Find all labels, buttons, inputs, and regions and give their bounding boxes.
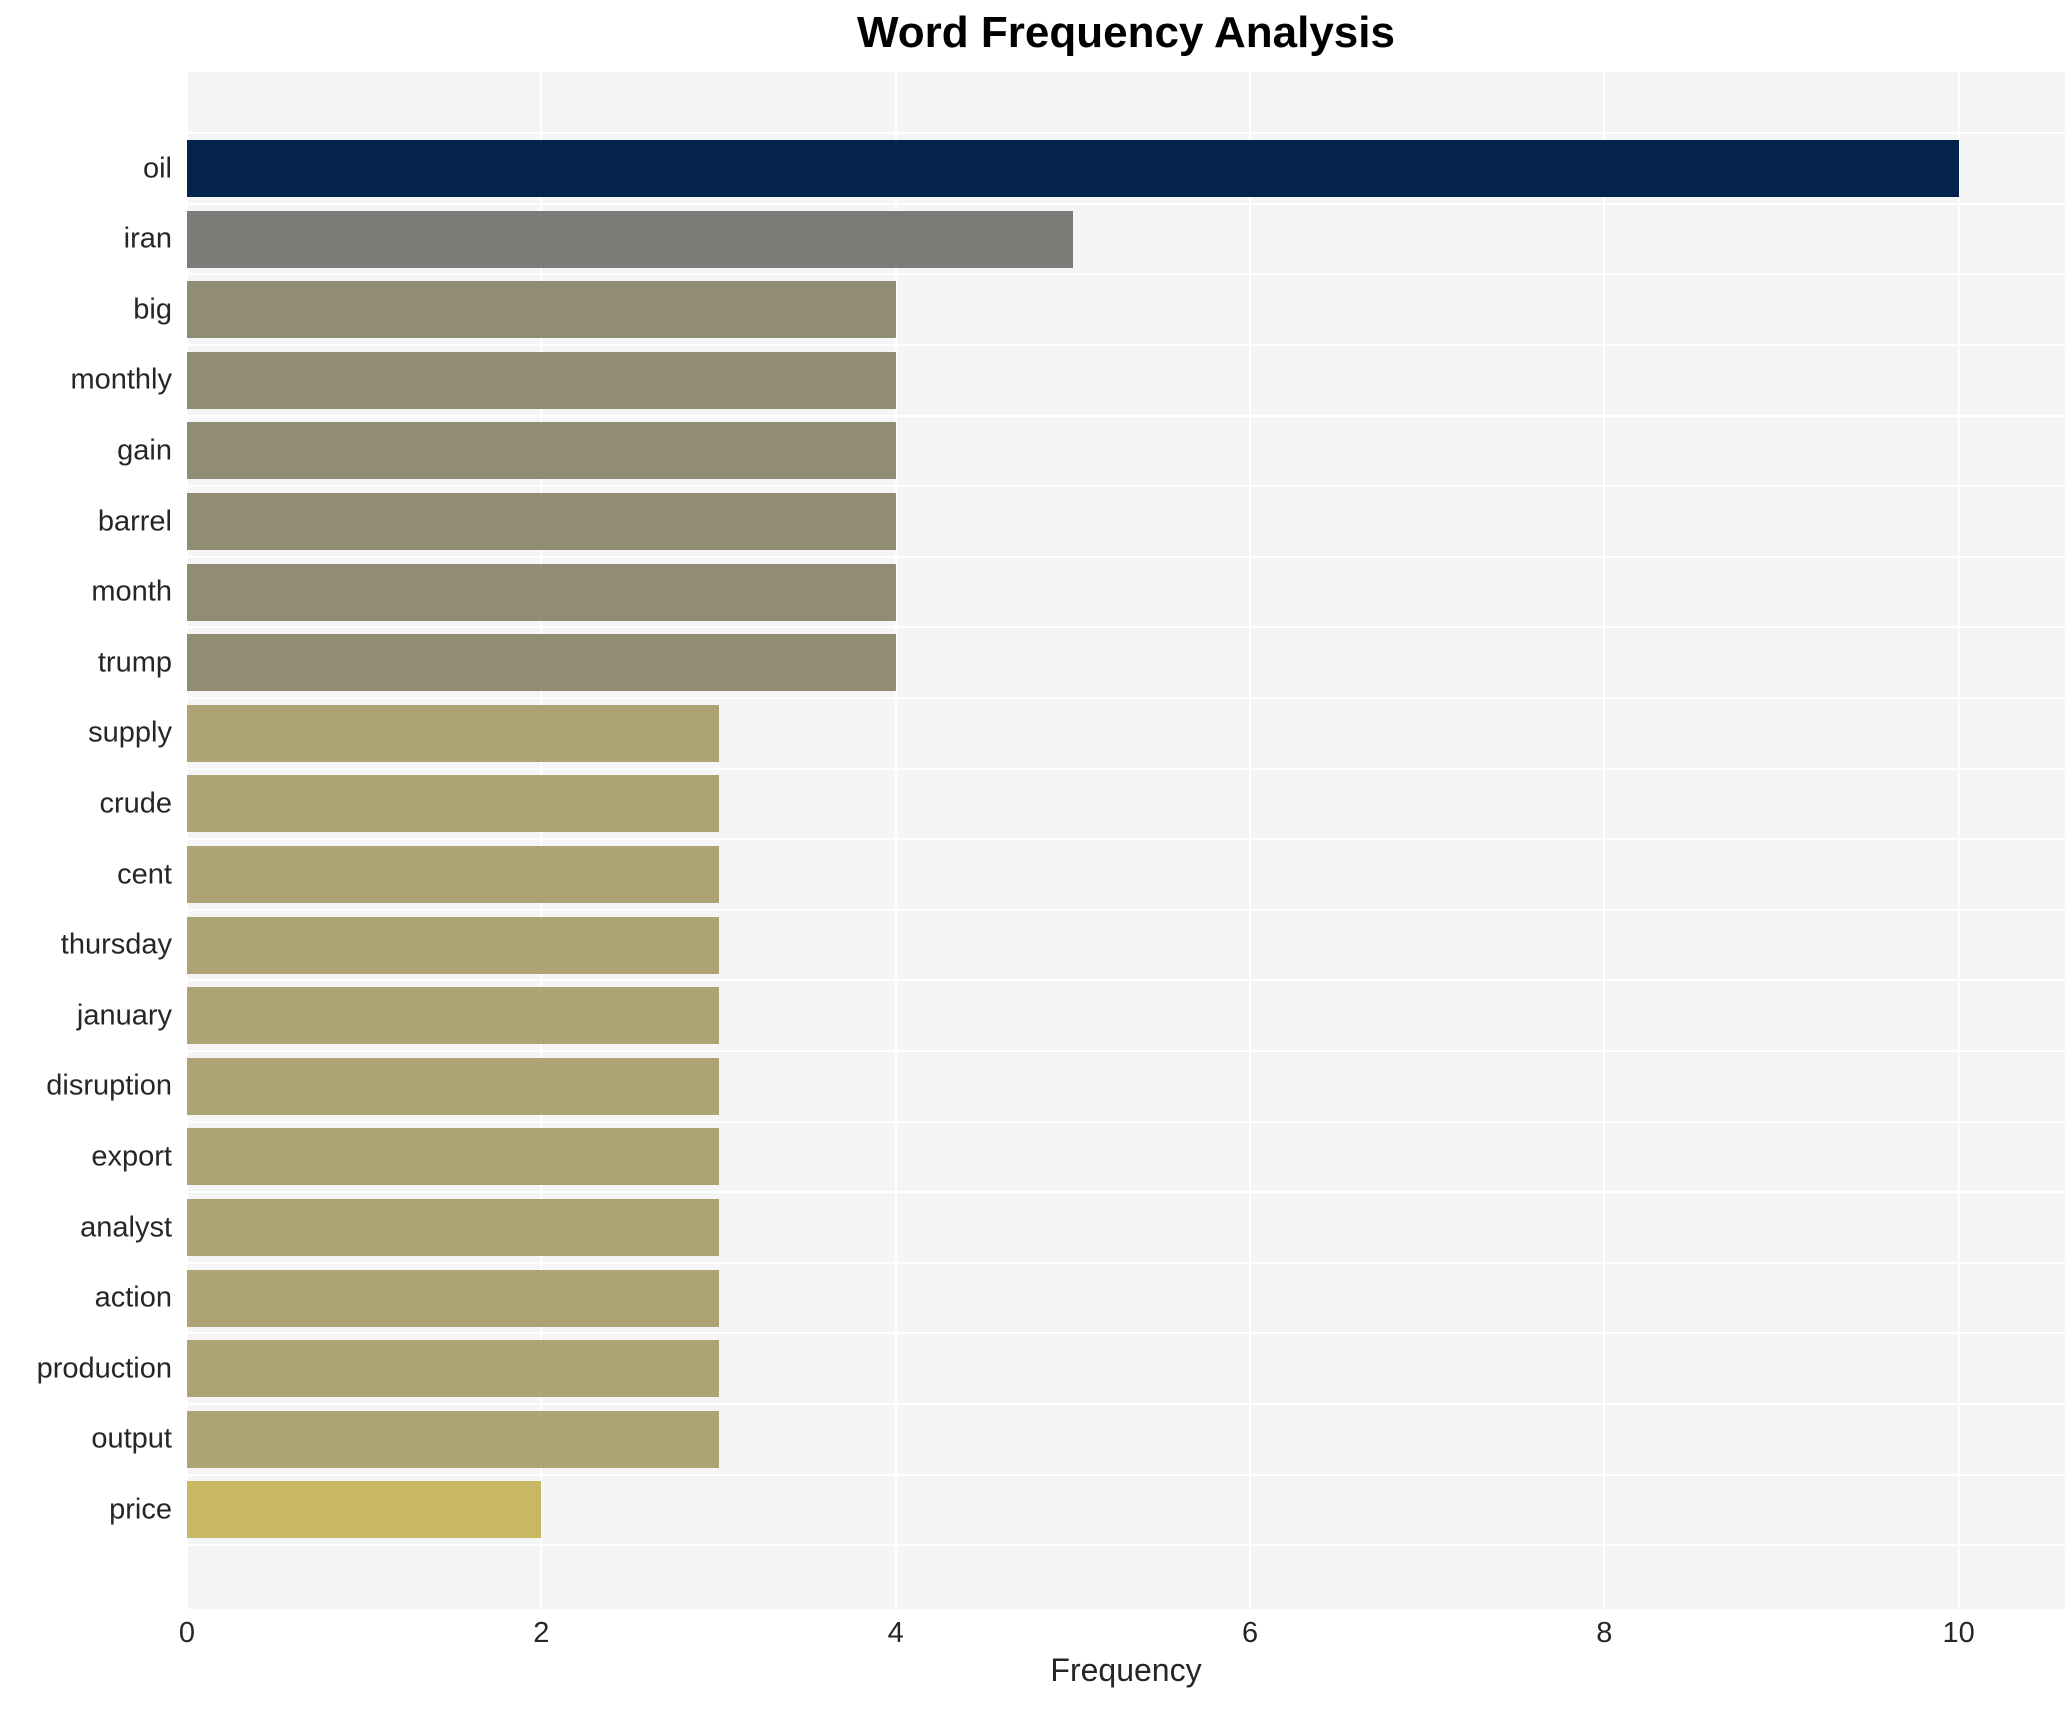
y-tick-label-january: january <box>76 999 172 1032</box>
bar-crude <box>187 775 719 833</box>
y-tick-label-crude: crude <box>99 787 172 820</box>
y-tick-label-disruption: disruption <box>46 1069 172 1102</box>
bar-export <box>187 1128 719 1186</box>
x-axis-label: Frequency <box>1050 1652 1202 1688</box>
y-tick-label-export: export <box>91 1140 172 1173</box>
gridline-row-boundary <box>187 555 2065 558</box>
gridline-row-boundary <box>187 344 2065 346</box>
y-tick-label-big: big <box>133 293 172 326</box>
chart-title: Word Frequency Analysis <box>857 8 1395 57</box>
gridline-row-boundary <box>187 485 2065 488</box>
gridline-row-boundary <box>187 626 2065 629</box>
x-tick-label-6: 6 <box>1241 1617 1259 1649</box>
bar-monthly <box>187 351 896 409</box>
y-tick-label-gain: gain <box>117 434 172 467</box>
y-tick-label-output: output <box>91 1422 172 1455</box>
gridline-row-boundary <box>187 979 2065 982</box>
x-tick-label-4: 4 <box>887 1617 904 1649</box>
gridline-x-8 <box>1603 72 1606 1609</box>
gridline-row-boundary <box>187 414 2065 417</box>
gridline-x-6 <box>1249 72 1252 1609</box>
bar-thursday <box>187 916 719 974</box>
y-tick-label-price: price <box>109 1493 172 1526</box>
gridline-x-0 <box>186 72 188 1609</box>
gridline-row-boundary <box>187 202 2065 205</box>
y-tick-label-month: month <box>91 575 172 608</box>
y-tick-label-cent: cent <box>117 858 172 890</box>
bar-action <box>187 1269 719 1327</box>
gridline-x-10 <box>1957 72 1960 1609</box>
y-tick-label-monthly: monthly <box>70 363 172 396</box>
x-tick-label-8: 8 <box>1596 1617 1613 1649</box>
bar-trump <box>187 634 896 692</box>
x-tick-label-0: 0 <box>178 1617 196 1649</box>
y-tick-label-action: action <box>94 1281 172 1314</box>
plot-area <box>186 72 2065 1609</box>
bar-gain <box>187 422 896 480</box>
bar-price <box>187 1481 542 1539</box>
bar-disruption <box>187 1057 719 1115</box>
gridline-row-boundary <box>187 1120 2065 1123</box>
gridline-row-boundary <box>187 1544 2065 1547</box>
bar-cent <box>187 846 719 903</box>
y-tick-label-thursday: thursday <box>60 928 172 961</box>
bar-big <box>187 281 896 339</box>
gridline-row-boundary <box>187 838 2065 841</box>
gridline-row-boundary <box>187 273 2065 276</box>
x-tick-label-10: 10 <box>1942 1617 1975 1649</box>
gridline-row-boundary <box>187 1332 2065 1335</box>
y-tick-label-trump: trump <box>97 646 172 679</box>
bar-analyst <box>187 1199 719 1256</box>
gridline-row-boundary <box>187 697 2065 699</box>
gridline-row-boundary <box>187 132 2065 135</box>
bar-barrel <box>187 493 896 550</box>
bar-month <box>187 563 896 621</box>
x-tick-label-2: 2 <box>533 1617 550 1649</box>
y-tick-label-oil: oil <box>142 152 172 184</box>
bar-supply <box>187 704 719 762</box>
y-tick-label-production: production <box>36 1352 172 1385</box>
gridline-row-boundary <box>187 1261 2065 1264</box>
bar-iran <box>187 210 1073 268</box>
bar-oil <box>187 140 1959 197</box>
bar-january <box>187 987 719 1045</box>
gridline-row-boundary <box>187 1403 2065 1405</box>
bar-production <box>187 1340 719 1398</box>
gridline-x-4 <box>894 72 897 1609</box>
y-tick-label-barrel: barrel <box>97 505 172 537</box>
bar-output <box>187 1410 719 1468</box>
y-tick-label-analyst: analyst <box>80 1211 172 1243</box>
y-tick-label-supply: supply <box>88 716 172 749</box>
gridline-row-boundary <box>187 1473 2065 1476</box>
gridline-row-boundary <box>187 767 2065 770</box>
gridline-row-boundary <box>187 1191 2065 1194</box>
y-tick-label-iran: iran <box>123 222 172 255</box>
gridline-row-boundary <box>187 1050 2065 1052</box>
gridline-row-boundary <box>187 908 2065 911</box>
gridline-x-2 <box>540 72 543 1609</box>
